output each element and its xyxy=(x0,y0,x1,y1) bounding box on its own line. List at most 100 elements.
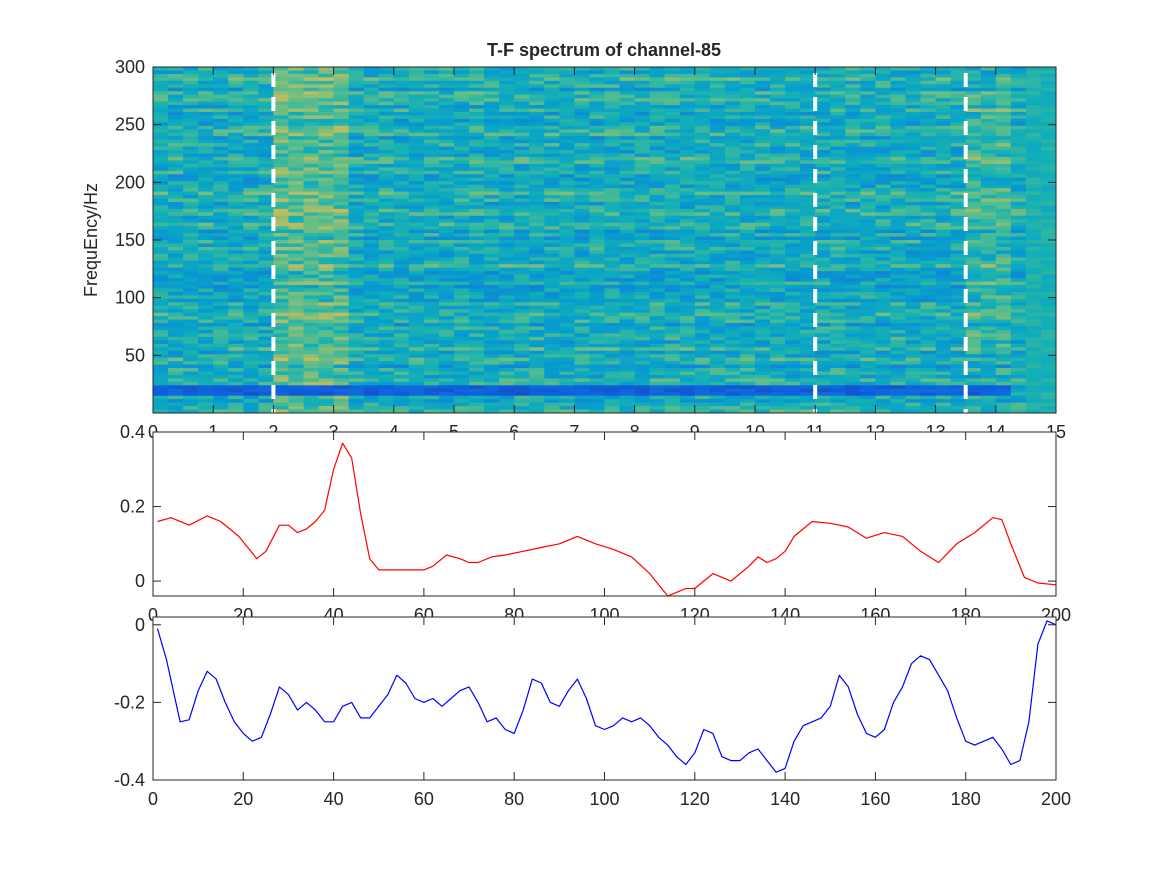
heatmap-cell xyxy=(559,143,575,148)
heatmap-cell xyxy=(830,163,846,168)
heatmap-cell xyxy=(755,132,771,137)
heatmap-cell xyxy=(800,181,816,186)
heatmap-cell xyxy=(454,181,470,186)
heatmap-cell xyxy=(303,98,320,103)
heatmap-cell xyxy=(423,143,440,148)
heatmap-cell xyxy=(950,267,967,272)
heatmap-cell xyxy=(393,77,410,82)
heatmap-cell xyxy=(408,205,425,210)
heatmap-cell xyxy=(1025,146,1042,151)
heatmap-cell xyxy=(408,143,425,148)
heatmap-cell xyxy=(1025,125,1042,130)
heatmap-cell xyxy=(589,73,606,78)
heatmap-cell xyxy=(800,291,816,296)
heatmap-cell xyxy=(694,153,711,158)
heatmap-cell xyxy=(619,167,636,172)
heatmap-cell xyxy=(499,115,515,120)
heatmap-cell xyxy=(589,302,606,307)
heatmap-cell xyxy=(499,184,515,189)
heatmap-cell xyxy=(318,122,335,127)
heatmap-cell xyxy=(800,281,816,286)
heatmap-cell xyxy=(363,108,380,113)
heatmap-cell xyxy=(363,146,380,151)
heatmap-cell xyxy=(800,295,816,300)
heatmap-cell xyxy=(1025,329,1042,335)
heatmap-cell xyxy=(709,264,726,269)
heatmap-cell xyxy=(664,174,681,179)
heatmap-cell xyxy=(423,295,440,300)
heatmap-cell xyxy=(755,98,771,103)
heatmap-cell xyxy=(408,67,425,72)
heatmap-cell xyxy=(213,143,229,148)
heatmap-cell xyxy=(1025,295,1042,300)
heatmap-cell xyxy=(514,205,530,210)
heatmap-cell xyxy=(875,118,892,123)
heatmap-cell xyxy=(198,136,214,141)
heatmap-cell xyxy=(469,181,485,186)
heatmap-cell xyxy=(318,316,335,321)
heatmap-cell xyxy=(363,118,380,123)
heatmap-cell xyxy=(634,150,651,155)
heatmap-cell xyxy=(739,305,756,310)
heatmap-cell xyxy=(830,316,846,321)
heatmap-cell xyxy=(348,309,365,314)
heatmap-cell xyxy=(739,212,756,217)
heatmap-cell xyxy=(168,108,184,113)
heatmap-cell xyxy=(1025,219,1042,224)
heatmap-cell xyxy=(454,177,470,182)
heatmap-cell xyxy=(258,129,274,134)
heatmap-cell xyxy=(499,250,515,255)
heatmap-cell xyxy=(965,336,982,341)
heatmap-cell xyxy=(995,181,1012,186)
heatmap-cell xyxy=(845,250,861,255)
heatmap-cell xyxy=(649,122,666,127)
heatmap-cell xyxy=(649,143,666,148)
heatmap-cell xyxy=(288,257,305,262)
heatmap-cell xyxy=(393,260,410,265)
heatmap-cell xyxy=(785,229,801,234)
heatmap-cell xyxy=(333,170,350,175)
heatmap-cell xyxy=(378,111,395,117)
heatmap-cell xyxy=(243,343,259,348)
heatmap-cell xyxy=(454,333,470,338)
heatmap-cell xyxy=(288,274,305,279)
heatmap-cell xyxy=(905,163,922,168)
heatmap-cell xyxy=(258,205,274,210)
heatmap-cell xyxy=(965,291,982,296)
heatmap-cell xyxy=(965,212,982,217)
heatmap-cell xyxy=(755,240,771,245)
heatmap-cell xyxy=(664,309,681,314)
heatmap-cell xyxy=(950,350,967,355)
heatmap-cell xyxy=(1025,201,1042,206)
heatmap-cell xyxy=(378,319,395,324)
heatmap-cell xyxy=(619,101,636,106)
heatmap-cell xyxy=(228,87,244,92)
heatmap-cell xyxy=(860,195,876,200)
heatmap-cell xyxy=(333,77,350,82)
heatmap-cell xyxy=(318,291,335,296)
heatmap-cell xyxy=(529,143,545,148)
heatmap-cell xyxy=(574,288,591,293)
heatmap-cell xyxy=(228,253,244,258)
heatmap-cell xyxy=(514,181,530,186)
heatmap-cell xyxy=(529,219,545,224)
heatmap-cell xyxy=(484,174,500,179)
heatmap-cell xyxy=(815,212,831,217)
heatmap-cell xyxy=(724,329,741,335)
heatmap-cell xyxy=(1040,67,1056,72)
heatmap-cell xyxy=(469,253,485,258)
heatmap-cell xyxy=(800,347,816,352)
heatmap-cell xyxy=(288,215,305,220)
heatmap-cell xyxy=(153,111,169,117)
heatmap-cell xyxy=(890,98,907,103)
heatmap-cell xyxy=(574,136,591,141)
heatmap-cell xyxy=(1010,125,1027,130)
heatmap-cell xyxy=(183,111,199,117)
heatmap-cell xyxy=(634,139,651,144)
heatmap-cell xyxy=(213,295,229,300)
heatmap-cell xyxy=(920,150,937,155)
heatmap-cell xyxy=(454,201,470,206)
heatmap-cell xyxy=(785,305,801,310)
heatmap-cell xyxy=(890,181,907,186)
heatmap-cell xyxy=(348,212,365,217)
